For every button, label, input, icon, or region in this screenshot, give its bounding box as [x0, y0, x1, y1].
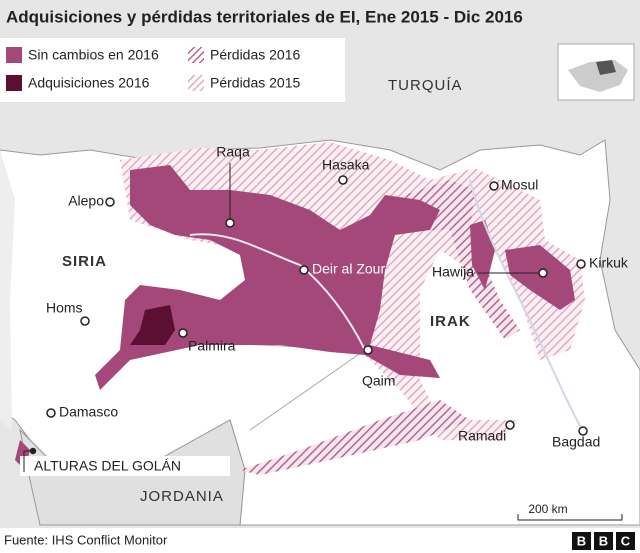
country-label: JORDANIA [140, 488, 224, 505]
city-label: Mosul [501, 177, 538, 193]
city-dot [105, 197, 115, 207]
inset-highlight [596, 60, 616, 75]
city-dot [489, 181, 499, 191]
legend-swatch [188, 75, 204, 91]
losses-2016 [240, 400, 470, 475]
city-label: Hawija [432, 264, 474, 280]
title: Adquisiciones y pérdidas territoriales d… [6, 7, 523, 26]
city-label: Homs [46, 300, 83, 316]
city-label: Palmira [188, 338, 236, 354]
unchanged-2016 [505, 245, 575, 310]
city-label: Raqa [216, 144, 250, 160]
legend-swatch [188, 47, 204, 63]
legend-label: Pérdidas 2016 [210, 47, 301, 63]
city-dot [299, 265, 309, 275]
city-dot [338, 175, 348, 185]
legend-swatch [6, 47, 22, 63]
legend-box [0, 38, 345, 102]
city-label: Kirkuk [589, 255, 629, 271]
logo-letter: B [577, 533, 586, 548]
city-label: Alepo [68, 193, 104, 209]
city-markers [29, 175, 588, 455]
city-label: Deir al Zour [312, 261, 385, 277]
source: Fuente: IHS Conflict Monitor [4, 532, 168, 547]
legend: Sin cambios en 2016 Pérdidas 2016 Adquisic… [6, 47, 301, 91]
city-label: Qaim [362, 373, 395, 389]
country-label: IRAK [430, 313, 471, 330]
city-label: Ramadi [458, 428, 506, 444]
city-dot [578, 426, 588, 436]
city-dot [225, 218, 235, 228]
legend-label: Pérdidas 2015 [210, 75, 301, 91]
coast [0, 150, 15, 430]
city-dot [576, 259, 586, 269]
leader-line [23, 450, 33, 472]
logo-box [616, 532, 635, 550]
logo-box [594, 532, 613, 550]
logo-letter: C [621, 533, 631, 548]
footer [0, 528, 640, 553]
border [249, 349, 366, 431]
city-dot [505, 420, 515, 430]
country-label: TURQUÍA [388, 77, 463, 94]
region-label: ALTURAS DEL GOLÁN [34, 458, 181, 474]
country-label: SIRIA [62, 253, 107, 270]
city-dot [80, 316, 90, 326]
river [189, 233, 366, 351]
city-label: Bagdad [552, 434, 600, 450]
region-label-box [20, 456, 230, 476]
legend-label: Adquisiciones 2016 [28, 75, 150, 91]
city-dot [538, 268, 548, 278]
gains-2016 [130, 305, 175, 345]
city-label: Hasaka [322, 157, 370, 173]
city-dot [363, 345, 373, 355]
city-dot [178, 328, 188, 338]
legend-swatch [6, 75, 22, 91]
city-label: Damasco [59, 404, 118, 420]
city-dot [46, 408, 56, 418]
scale-bar [517, 514, 623, 521]
logo-letter: B [599, 533, 608, 548]
legend-label: Sin cambios en 2016 [28, 47, 159, 63]
scale-label: 200 km [528, 502, 567, 516]
river [469, 179, 584, 432]
logo-box [572, 532, 591, 550]
